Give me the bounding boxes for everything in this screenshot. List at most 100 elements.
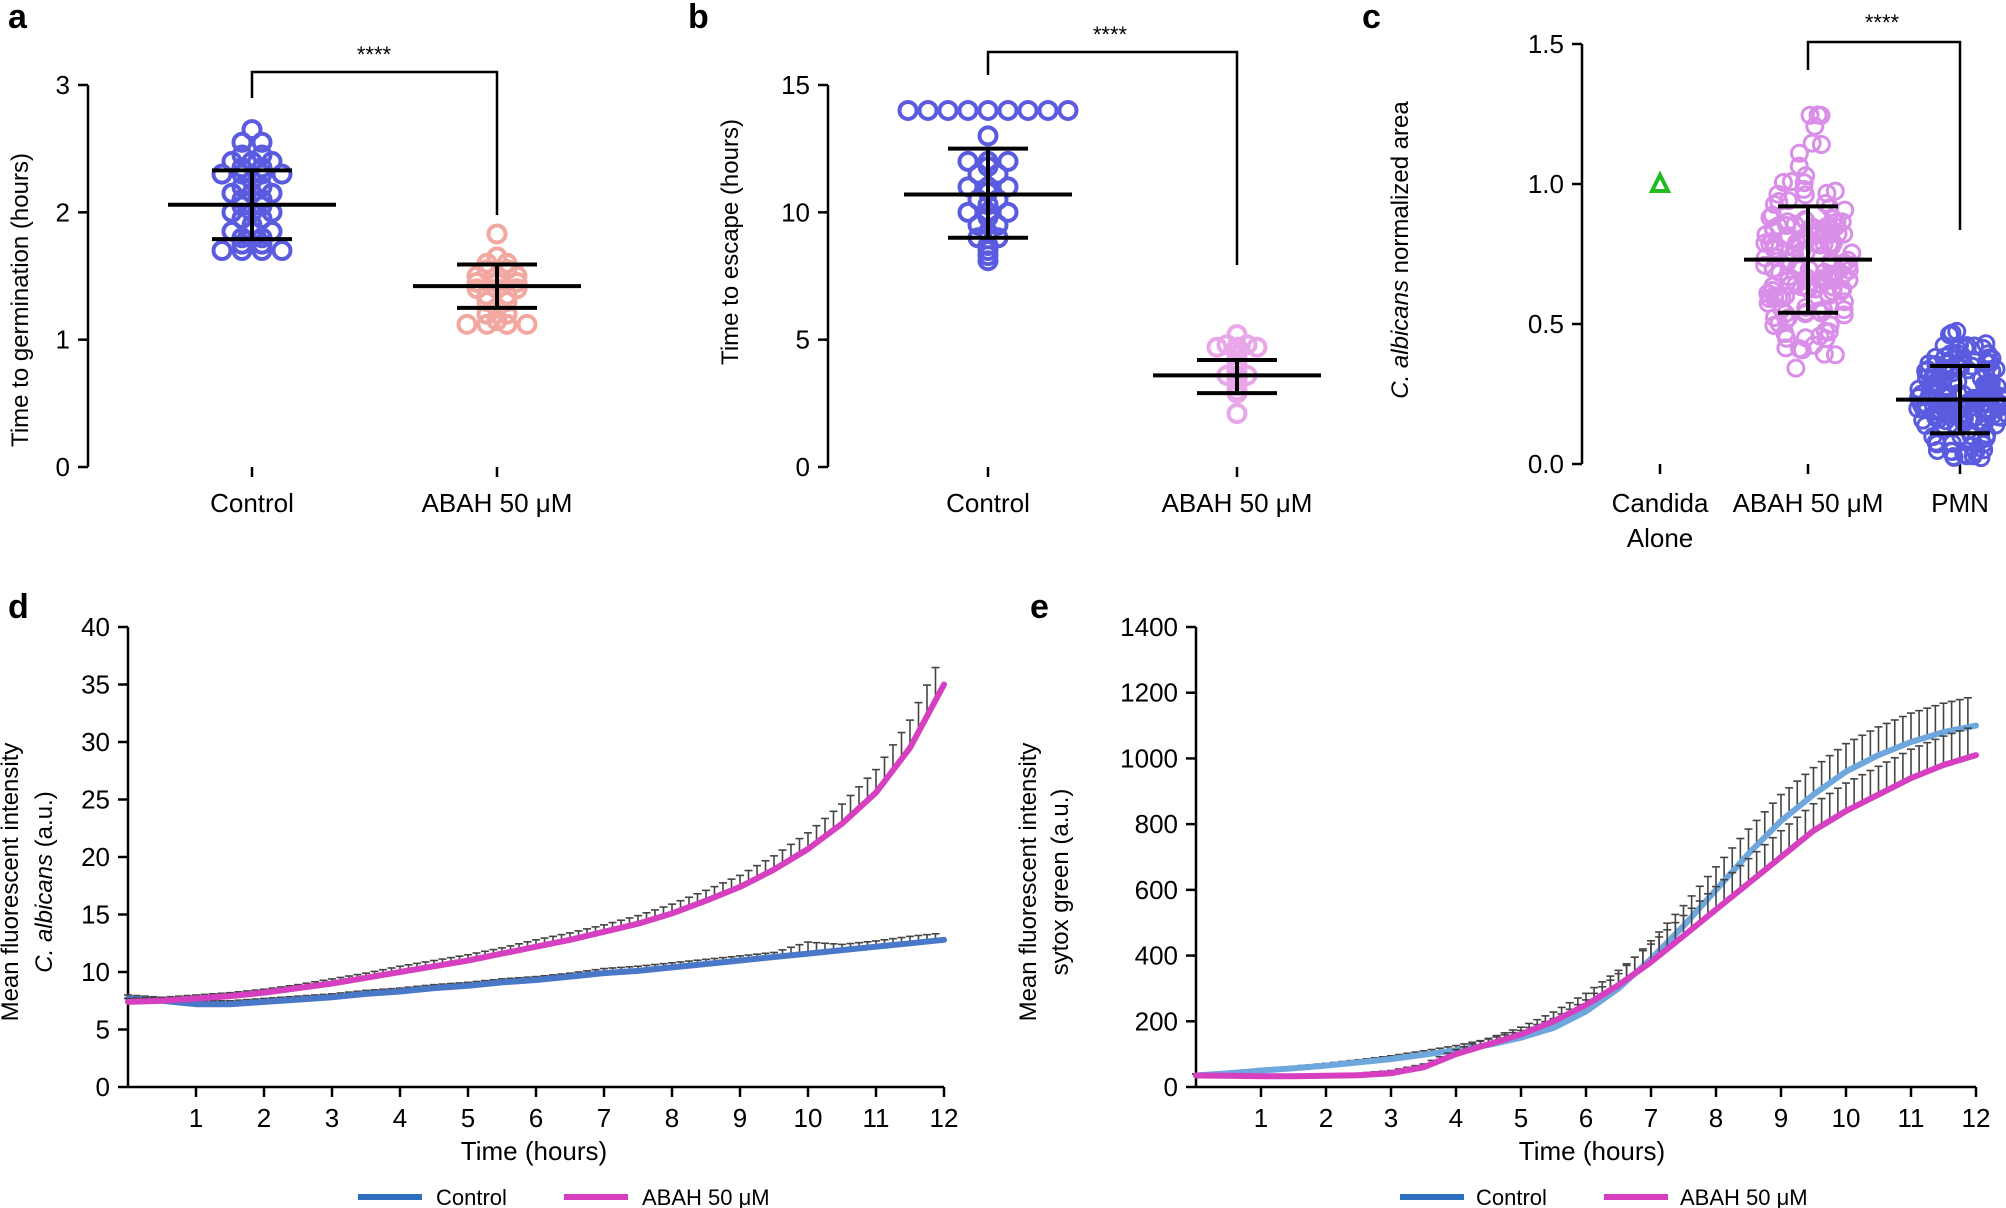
panel-c-abah-point xyxy=(1789,143,1809,163)
panel-c-pmn-point xyxy=(1921,376,1941,396)
panel-a-ytick-label: 2 xyxy=(56,197,70,227)
panel-e-abah-series-line xyxy=(1193,752,1979,1080)
panel-a-control-point xyxy=(251,144,273,166)
panel-b-control-point xyxy=(1037,99,1059,121)
panel-d-xtick-label: 7 xyxy=(597,1103,611,1133)
panel-a-control-point xyxy=(231,233,253,255)
panel-c-pmn-point xyxy=(1971,448,1991,468)
panel-d-chart: Mean fluorescent intensity C. albicans (… xyxy=(0,612,958,1166)
panel-b-significance-bracket xyxy=(986,50,1239,265)
panel-d-xtick-label: 9 xyxy=(733,1103,747,1133)
panel-d-xtick-label: 11 xyxy=(863,1103,890,1133)
panel-b-control-point xyxy=(977,99,999,121)
legend-e-abah-label: ABAH 50 μM xyxy=(1680,1185,1808,1208)
panel-c-abah-point xyxy=(1758,283,1778,303)
panel-b-control-point xyxy=(1017,99,1039,121)
panel-e-ytick-label: 800 xyxy=(1135,809,1178,839)
panel-b-chart: Time to escape (hours) Control ABAH 50 μ… xyxy=(717,22,1321,518)
panel-c-abah-point xyxy=(1755,233,1775,253)
panel-e-xtick-label: 7 xyxy=(1644,1103,1658,1133)
panel-c-chart: C. albicans normalized area Candida Alon… xyxy=(1387,10,2006,553)
panel-d-xtick-label: 2 xyxy=(257,1103,271,1133)
panel-d-xlabel: Time (hours) xyxy=(461,1136,607,1166)
panel-c-abah-point xyxy=(1787,233,1807,253)
panel-b-ylabel: Time to escape (hours) xyxy=(717,119,744,365)
panel-b-control-point xyxy=(897,99,919,121)
panel-d-xtick-label: 6 xyxy=(529,1103,543,1133)
legend-d-control-label: Control xyxy=(436,1185,507,1208)
panel-a-control-point xyxy=(251,233,273,255)
panel-e-xtick-label: 1 xyxy=(1254,1103,1268,1133)
panel-c-abah-point xyxy=(1815,193,1835,213)
panel-a-control-point xyxy=(251,131,273,153)
panel-c-abah-point xyxy=(1834,305,1854,325)
panel-d-ytick-label: 30 xyxy=(81,727,110,757)
panel-e-ylabel-line2: sytox green (a.u.) xyxy=(1047,789,1074,976)
panel-d-ylabel-line2-italic: C. albicans xyxy=(31,854,58,973)
panel-c-significance-bracket xyxy=(1806,40,1962,230)
panel-c-pmn-point xyxy=(1948,372,1968,392)
panel-a-abah-point xyxy=(456,313,478,335)
panel-d-abah-series-line xyxy=(125,681,947,1005)
panel-a-category-abah: ABAH 50 μM xyxy=(422,488,573,518)
panel-b-significance: **** xyxy=(1093,22,1128,47)
panel-c-pmn-point xyxy=(1957,446,1977,466)
panel-c-ylabel: C. albicans normalized area xyxy=(1387,101,1414,399)
panel-a-control-point xyxy=(211,163,233,185)
panel-b-abah-point xyxy=(1226,336,1248,358)
panel-c-ytick-label: 0.0 xyxy=(1528,449,1564,479)
panel-c-abah-point xyxy=(1781,172,1801,192)
panel-e-xtick-label: 12 xyxy=(1962,1103,1991,1133)
legend-d: Control ABAH 50 μM xyxy=(358,1185,770,1208)
legend-e: Control ABAH 50 μM xyxy=(1400,1185,1808,1208)
panel-c-abah-point xyxy=(1816,329,1836,349)
panel-c-pmn-point xyxy=(1942,433,1962,453)
panel-a-control-point xyxy=(231,131,253,153)
panel-c-abah-point xyxy=(1811,269,1831,289)
panel-d-xtick-label: 4 xyxy=(393,1103,407,1133)
panel-a-control-point xyxy=(211,240,233,262)
panel-a-abah-point xyxy=(476,313,498,335)
panel-e-ytick-label: 600 xyxy=(1135,875,1178,905)
panel-c-category-pmn: PMN xyxy=(1931,488,1989,518)
panel-a-control-point xyxy=(231,144,253,166)
panel-e-ytick-label: 400 xyxy=(1135,941,1178,971)
panel-c-abah-point xyxy=(1768,216,1788,236)
panel-c-abah-point xyxy=(1756,225,1776,245)
panel-label-c: c xyxy=(1362,0,1381,36)
panel-b-category-control: Control xyxy=(946,488,1030,518)
panel-e-ytick-label: 200 xyxy=(1135,1006,1178,1036)
panel-d-ytick-label: 35 xyxy=(81,670,110,700)
panel-c-abah-point xyxy=(1792,340,1812,360)
panel-e-xtick-label: 6 xyxy=(1579,1103,1593,1133)
panel-d-ytick-label: 5 xyxy=(96,1015,110,1045)
panel-d-ytick-label: 15 xyxy=(81,900,110,930)
panel-label-a: a xyxy=(8,0,28,36)
panel-c-abah-point xyxy=(1825,345,1845,365)
panel-a-abah-point xyxy=(506,271,528,293)
panel-c-abah-point xyxy=(1768,184,1788,204)
panel-e-xtick-label: 9 xyxy=(1774,1103,1788,1133)
panel-b-ytick-label: 10 xyxy=(781,197,810,227)
panel-e-ytick-label: 1400 xyxy=(1120,612,1178,642)
panel-c-abah-point xyxy=(1839,270,1859,290)
panel-c-abah-point xyxy=(1794,173,1814,193)
panel-c-abah-point xyxy=(1811,134,1831,154)
panel-a-abah-point xyxy=(486,223,508,245)
panel-c-abah-point xyxy=(1769,192,1789,212)
panel-b-ytick-label: 15 xyxy=(781,70,810,100)
panel-b-control-point xyxy=(997,201,1019,223)
panel-c-pmn-point xyxy=(1974,440,1994,460)
panel-e-xtick-label: 11 xyxy=(1898,1103,1925,1133)
panel-c-ytick-label: 1.5 xyxy=(1528,29,1564,59)
panel-a-control-point xyxy=(241,119,263,141)
panel-d-xtick-label: 8 xyxy=(665,1103,679,1133)
panel-b-control-point xyxy=(957,150,979,172)
panel-c-abah-point xyxy=(1789,156,1809,176)
panel-e-chart: Mean fluorescent intensity sytox green (… xyxy=(1015,612,1990,1166)
panel-b-control-point xyxy=(957,99,979,121)
panel-e-ytick-label: 1000 xyxy=(1120,743,1178,773)
panel-d-ytick-label: 20 xyxy=(81,842,110,872)
panel-c-pmn-point xyxy=(1911,395,1931,415)
